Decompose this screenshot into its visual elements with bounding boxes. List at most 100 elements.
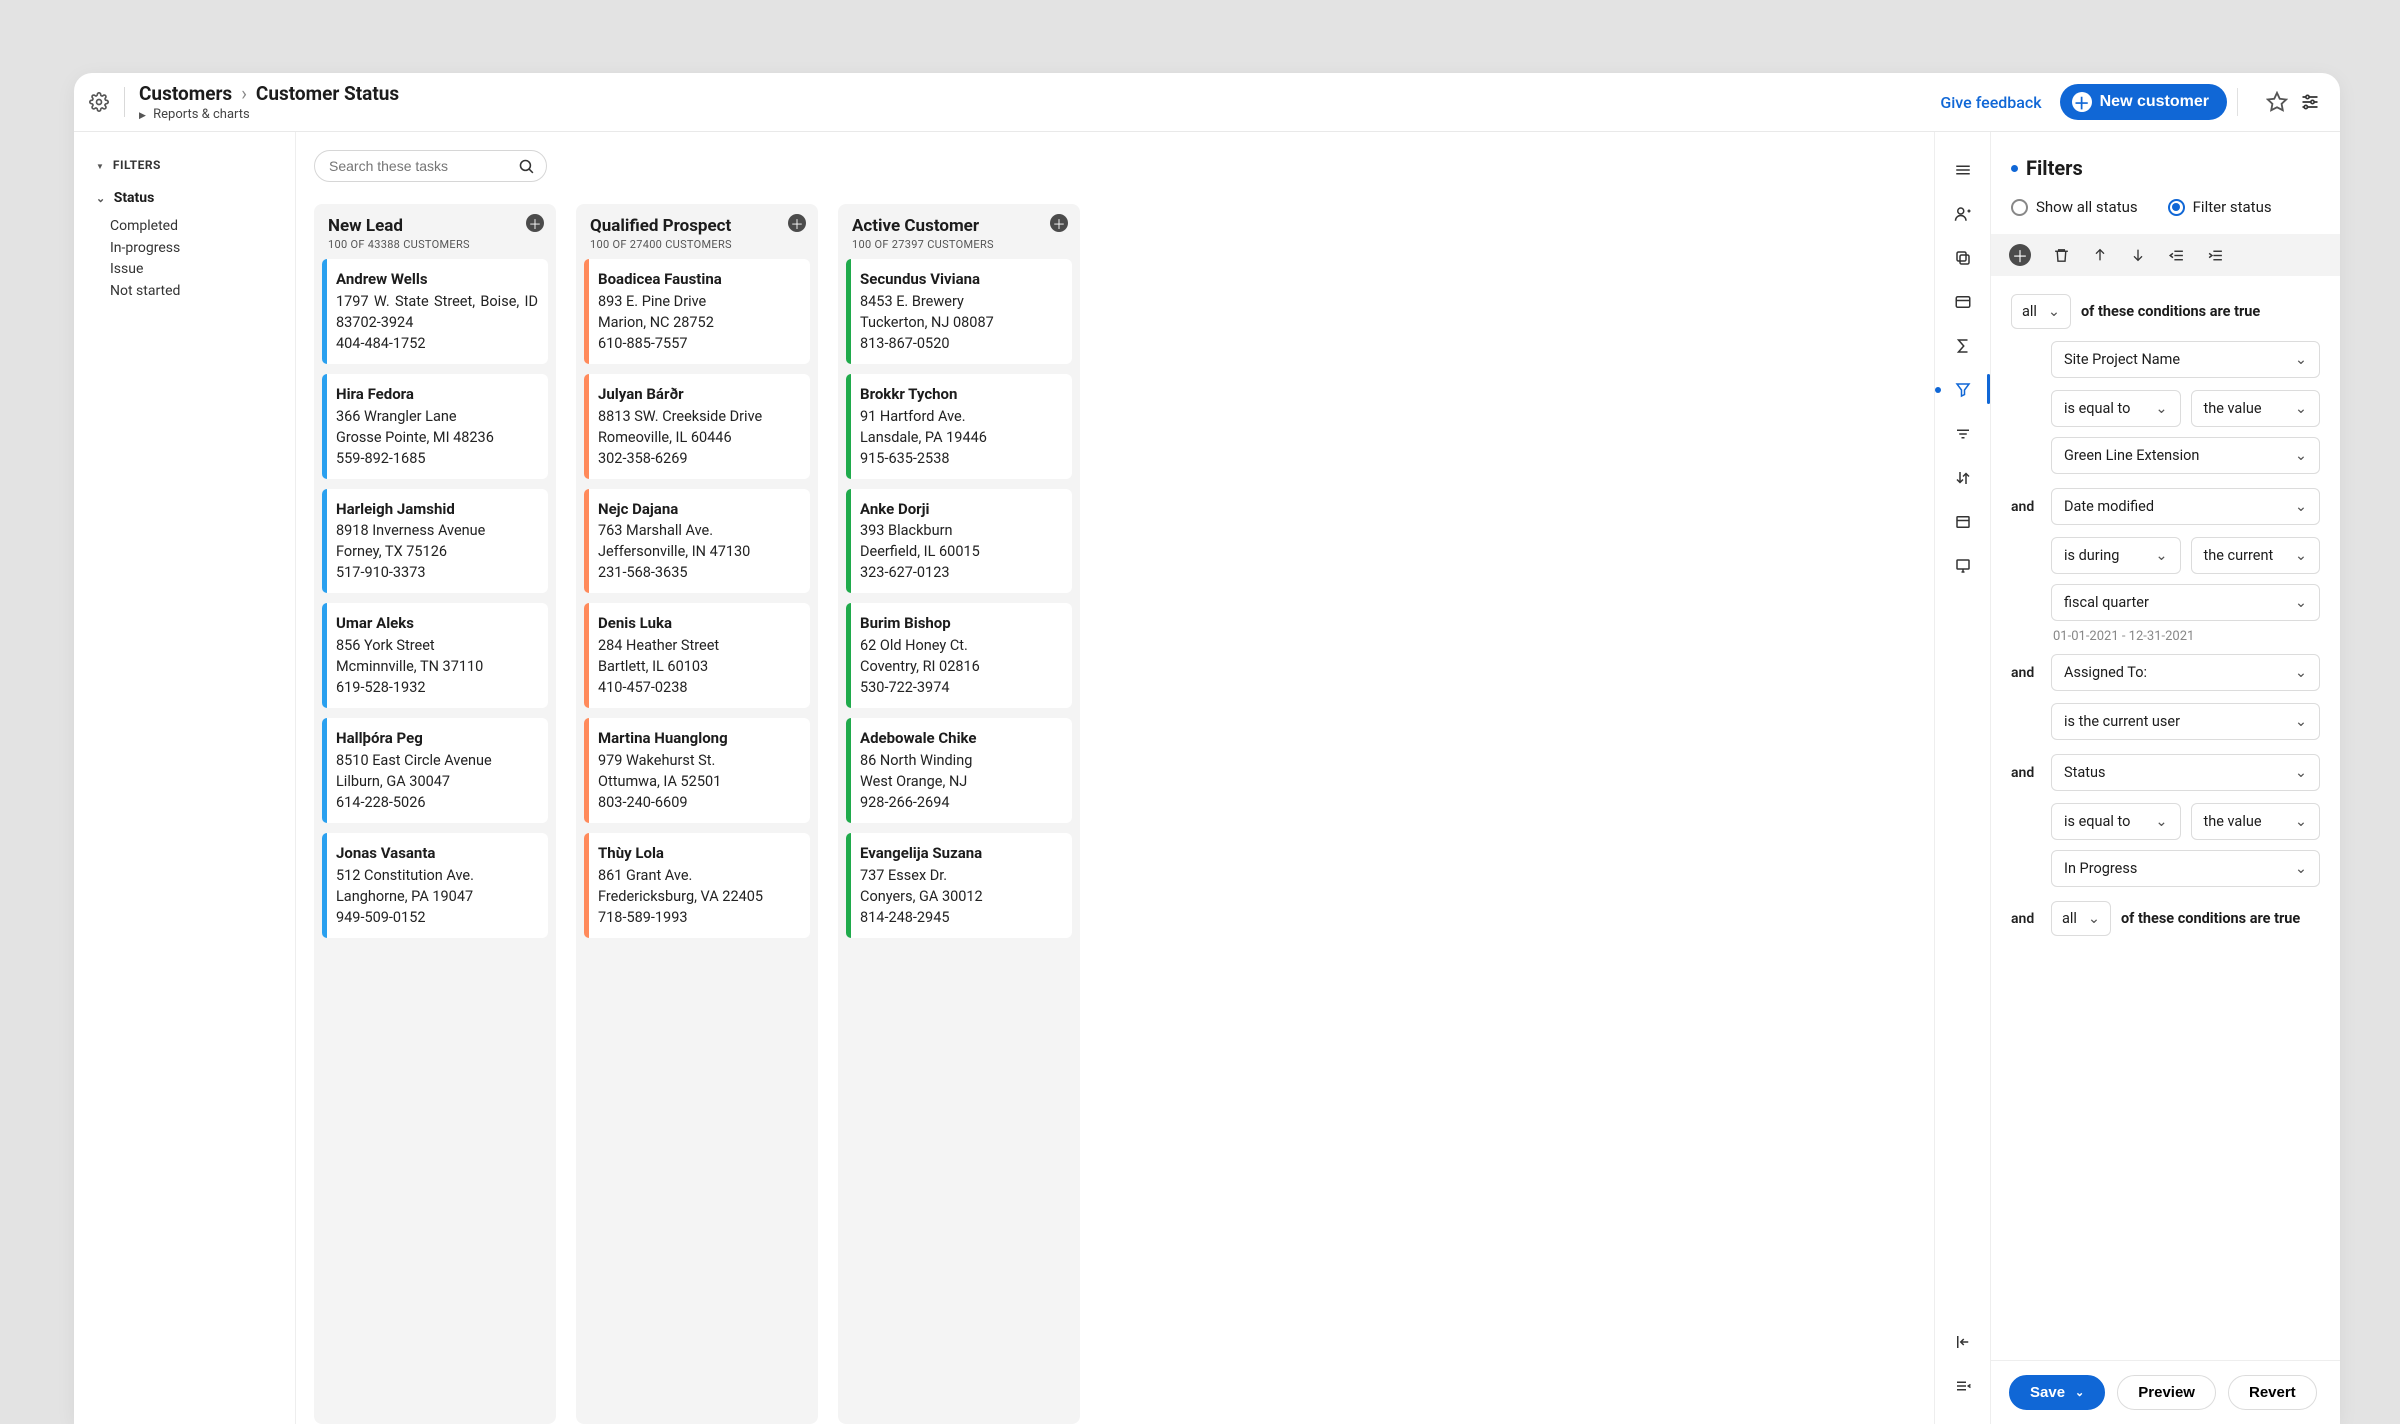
bottom-scope-row: and all ⌄ of these conditions are true [2011,901,2320,936]
filter-lines-icon[interactable] [1953,424,1973,444]
filter-select[interactable]: the current⌄ [2191,537,2321,574]
give-feedback-link[interactable]: Give feedback [1940,93,2041,112]
preview-button[interactable]: Preview [2117,1375,2216,1410]
customer-card[interactable]: Nejc Dajana 763 Marshall Ave.Jeffersonvi… [584,489,810,594]
card-name: Andrew Wells [336,269,538,291]
copy-icon[interactable] [1953,248,1973,268]
sort-swap-icon[interactable] [1953,468,1973,488]
customer-card[interactable]: Evangelija Suzana 737 Essex Dr.Conyers, … [846,833,1072,938]
status-filter-item[interactable]: Not started [110,281,279,303]
status-filter-item[interactable]: Issue [110,259,279,281]
user-add-icon[interactable] [1953,204,1973,224]
filter-select[interactable]: is equal to⌄ [2051,803,2181,840]
layout-icon[interactable] [1953,292,1973,312]
filter-select[interactable]: Status⌄ [2051,754,2320,791]
collapse-list-icon[interactable] [1953,1376,1973,1396]
add-card-button[interactable]: ＋ [1050,214,1068,232]
filter-select[interactable]: is during⌄ [2051,537,2181,574]
filter-select[interactable]: Assigned To:⌄ [2051,654,2320,691]
filter-field-row: and Assigned To:⌄ [2011,654,2320,691]
arrow-up-icon[interactable] [2092,247,2108,263]
card-address: Langhorne, PA 19047 [336,886,538,907]
add-card-button[interactable]: ＋ [788,214,806,232]
filters-heading-label: FILTERS [113,158,161,172]
radio-show-all[interactable]: Show all status [2011,198,2138,216]
customer-card[interactable]: Brokkr Tychon 91 Hartford Ave.Lansdale, … [846,374,1072,479]
customer-card[interactable]: Burim Bishop 62 Old Honey Ct.Coventry, R… [846,603,1072,708]
card-name: Martina Huanglong [598,728,800,750]
card-name: Nejc Dajana [598,499,800,521]
customer-card[interactable]: Hallþóra Peg 8510 East Circle AvenueLilb… [322,718,548,823]
filter-select[interactable]: the value⌄ [2191,803,2321,840]
sliders-icon[interactable] [2300,92,2320,112]
revert-button[interactable]: Revert [2228,1375,2317,1410]
customer-card[interactable]: Harleigh Jamshid 8918 Inverness AvenueFo… [322,489,548,594]
customer-card[interactable]: Anke Dorji 393 BlackburnDeerfield, IL 60… [846,489,1072,594]
search-input-wrap[interactable] [314,150,547,182]
status-filter-item[interactable]: In-progress [110,238,279,260]
customer-card[interactable]: Denis Luka 284 Heather StreetBartlett, I… [584,603,810,708]
funnel-icon[interactable] [1953,380,1973,400]
new-customer-button[interactable]: ＋ New customer [2060,84,2227,120]
filter-select[interactable]: is the current user⌄ [2051,703,2320,740]
star-icon[interactable] [2266,91,2288,113]
filter-select[interactable]: fiscal quarter⌄ [2051,584,2320,621]
add-condition-button[interactable]: ＋ [2009,244,2031,266]
filter-select-value: Green Line Extension [2064,447,2199,464]
filter-select[interactable]: Site Project Name⌄ [2051,341,2320,378]
filter-select[interactable]: the value ⌄ [2191,390,2321,427]
add-card-button[interactable]: ＋ [526,214,544,232]
customer-card[interactable]: Adebowale Chike 86 North WindingWest Ora… [846,718,1072,823]
chevron-down-icon: ⌄ [2295,400,2307,417]
radio-filter-label: Filter status [2193,198,2272,216]
indent-icon[interactable] [2207,247,2224,264]
filter-select[interactable]: Green Line Extension⌄ [2051,437,2320,474]
chevron-down-icon: ⌄ [2088,910,2100,927]
radio-filter-status[interactable]: Filter status [2168,198,2272,216]
filter-select-value: is equal to [2064,813,2130,830]
scope-select[interactable]: all ⌄ [2051,901,2111,936]
card-phone: 813-867-0520 [860,333,1062,354]
breadcrumb-root[interactable]: Customers [139,82,232,105]
customer-card[interactable]: Umar Aleks 856 York StreetMcminnville, T… [322,603,548,708]
save-button[interactable]: Save ⌄ [2009,1375,2105,1410]
filter-select[interactable]: In Progress⌄ [2051,850,2320,887]
reports-link[interactable]: ▶ Reports & charts [139,107,399,122]
filter-select-value: the value [2204,400,2262,417]
screen-icon[interactable] [1953,556,1973,576]
status-filter-item[interactable]: Completed [110,216,279,238]
arrow-down-icon[interactable] [2130,247,2146,263]
search-input[interactable] [329,158,510,174]
chevron-down-icon: ⌄ [2295,664,2307,681]
customer-card[interactable]: Secundus Viviana 8453 E. BreweryTuckerto… [846,259,1072,364]
customer-card[interactable]: Julyan Bárðr 8813 SW. Creekside DriveRom… [584,374,810,479]
card-stripe [584,603,589,708]
status-heading[interactable]: ⌄ Status [96,190,279,206]
customer-card[interactable]: Andrew Wells 1797 W. State Street, Boise… [322,259,548,364]
scope-select[interactable]: all ⌄ [2011,294,2071,329]
sigma-icon[interactable] [1953,336,1973,356]
outdent-icon[interactable] [2168,247,2185,264]
customer-card[interactable]: Martina Huanglong 979 Wakehurst St.Ottum… [584,718,810,823]
collapse-left-icon[interactable] [1953,1332,1973,1352]
breadcrumb-leaf[interactable]: Customer Status [256,82,399,105]
radio-icon [2168,199,2185,216]
chevron-down-icon: ⌄ [2155,400,2167,417]
filter-select[interactable]: is equal to⌄ [2051,390,2181,427]
card-name: Denis Luka [598,613,800,635]
gear-icon[interactable] [88,91,110,113]
filters-toolbar: ＋ [1991,234,2340,276]
breadcrumb-wrap: Customers › Customer Status ▶ Reports & … [139,82,399,122]
and-label: and [2011,665,2041,681]
customer-card[interactable]: Jonas Vasanta 512 Constitution Ave.Langh… [322,833,548,938]
filters-heading[interactable]: ▼ FILTERS [96,158,279,172]
card-stripe [846,259,851,364]
trash-icon[interactable] [2053,247,2070,264]
triangle-right-icon: ▶ [139,111,146,121]
table-icon[interactable] [1953,512,1973,532]
customer-card[interactable]: Thùy Lola 861 Grant Ave.Fredericksburg, … [584,833,810,938]
customer-card[interactable]: Hira Fedora 366 Wrangler LaneGrosse Poin… [322,374,548,479]
menu-icon[interactable] [1953,160,1973,180]
customer-card[interactable]: Boadicea Faustina 893 E. Pine DriveMario… [584,259,810,364]
filter-select[interactable]: Date modified⌄ [2051,488,2320,525]
